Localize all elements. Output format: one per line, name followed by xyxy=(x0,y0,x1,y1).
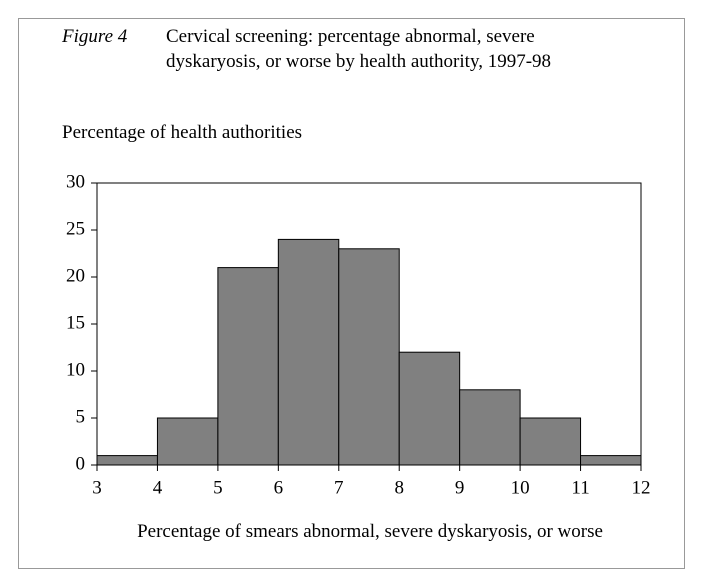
x-tick-label: 12 xyxy=(632,477,651,498)
y-tick-label: 20 xyxy=(66,265,85,286)
x-tick-label: 7 xyxy=(334,477,344,498)
bar xyxy=(217,267,279,466)
x-tick-label: 11 xyxy=(571,477,589,498)
chart-title: Cervical screening: percentage abnormal,… xyxy=(166,26,552,72)
bar xyxy=(519,417,582,466)
x-tick-label: 8 xyxy=(394,477,404,498)
bar xyxy=(277,238,340,466)
y-tick-label: 10 xyxy=(66,359,85,380)
y-tick-label: 5 xyxy=(76,406,86,427)
x-tick-label: 9 xyxy=(455,477,465,498)
bar xyxy=(398,351,461,466)
x-tick-label: 5 xyxy=(213,477,223,498)
y-tick-label: 30 xyxy=(66,171,85,192)
y-axis-label: Percentage of health authorities xyxy=(62,122,303,143)
figure-frame xyxy=(18,18,685,569)
x-tick-label: 10 xyxy=(511,477,530,498)
bar xyxy=(580,455,642,466)
x-axis-label: Percentage of smears abnormal, severe dy… xyxy=(137,521,603,542)
figure-label: Figure 4 xyxy=(62,26,128,47)
bar xyxy=(96,455,158,466)
bar xyxy=(459,389,521,466)
x-tick-label: 4 xyxy=(153,477,163,498)
bar xyxy=(338,248,400,466)
x-tick-label: 6 xyxy=(274,477,284,498)
x-tick-label: 3 xyxy=(92,477,102,498)
bar xyxy=(156,417,219,466)
y-tick-label: 15 xyxy=(66,312,85,333)
plot-border xyxy=(97,182,642,465)
y-tick-label: 0 xyxy=(76,453,86,474)
y-tick-label: 25 xyxy=(66,218,85,239)
